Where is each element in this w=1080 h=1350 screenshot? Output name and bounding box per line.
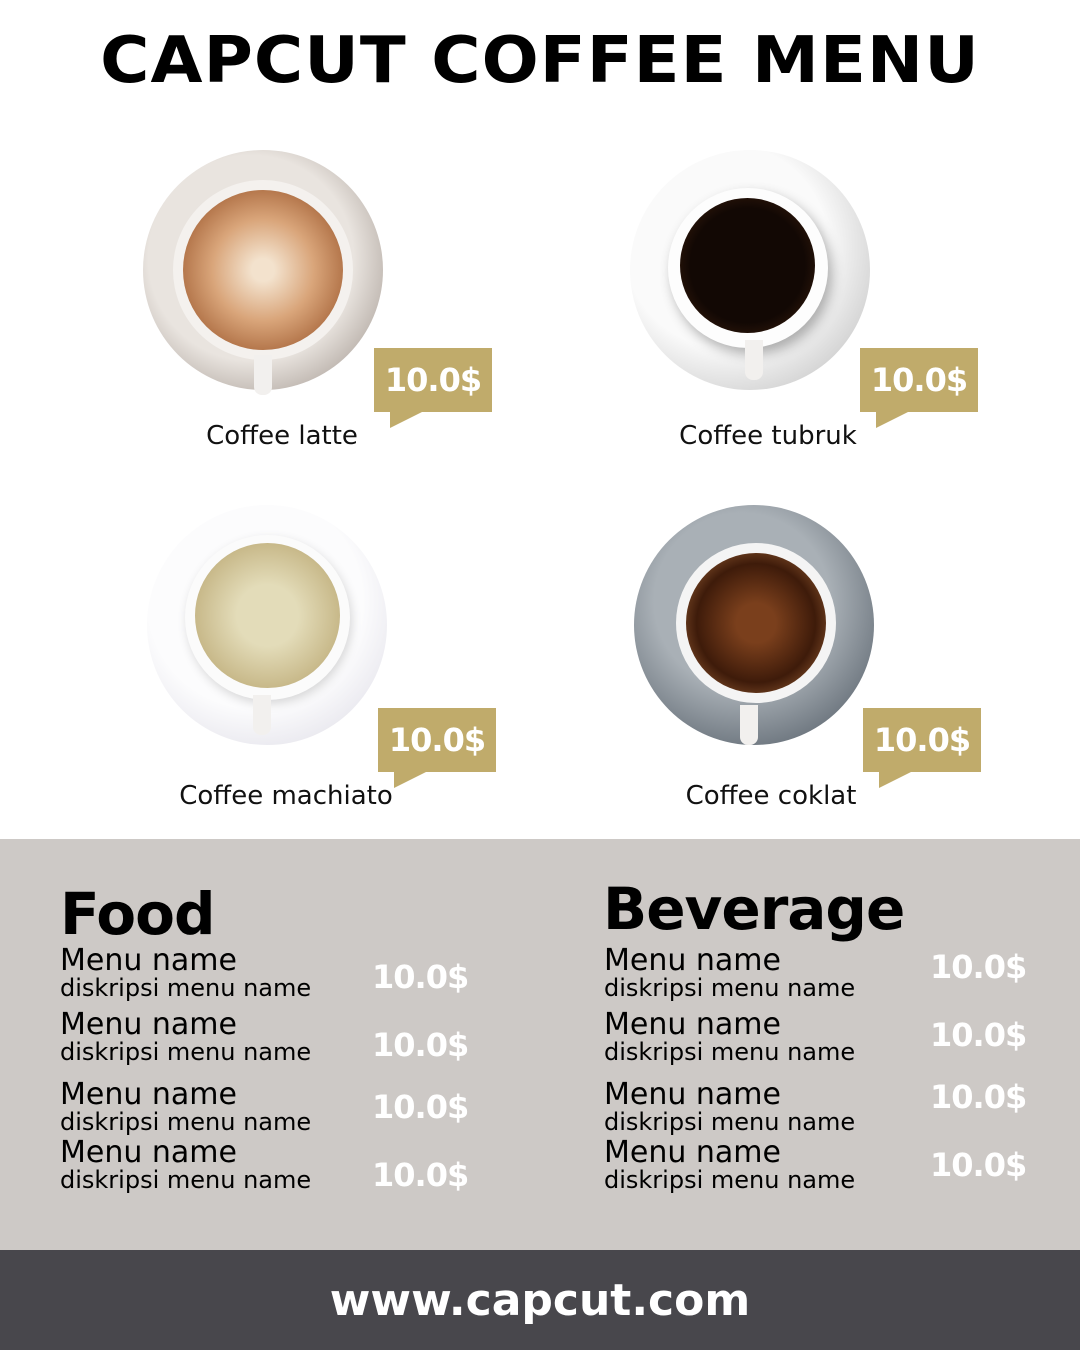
- menu-item-price: 10.0$: [930, 1078, 1027, 1116]
- price-tag: 10.0$: [860, 348, 978, 428]
- menu-item-name: Menu name: [60, 943, 237, 978]
- menu-item-price: 10.0$: [372, 1088, 469, 1126]
- menu-item-price: 10.0$: [372, 1156, 469, 1194]
- menu-item-name: Menu name: [604, 943, 781, 978]
- menu-item-description: diskripsi menu name: [604, 1108, 856, 1136]
- coffee-latte-image: [143, 150, 383, 395]
- coffee-name: Coffee tubruk: [679, 421, 857, 451]
- coffee-name: Coffee latte: [206, 421, 358, 451]
- menu-item-description: diskripsi menu name: [604, 1166, 856, 1194]
- price-tag: 10.0$: [863, 708, 981, 788]
- food-heading: Food: [60, 880, 215, 948]
- menu-item-price: 10.0$: [372, 1026, 469, 1064]
- menu-item-description: diskripsi menu name: [604, 1038, 856, 1066]
- coffee-name: Coffee machiato: [179, 781, 393, 811]
- coffee-name: Coffee coklat: [685, 781, 857, 811]
- menu-item-description: diskripsi menu name: [60, 1108, 312, 1136]
- menu-item-price: 10.0$: [930, 1016, 1027, 1054]
- coffee-machiato-image: [147, 505, 387, 745]
- menu-item-name: Menu name: [604, 1007, 781, 1042]
- page-title: CAPCUT COFFEE MENU: [100, 24, 980, 98]
- beverage-heading: Beverage: [603, 875, 905, 943]
- menu-item-description: diskripsi menu name: [604, 974, 856, 1002]
- menu-item-name: Menu name: [60, 1077, 237, 1112]
- menu-item-name: Menu name: [604, 1077, 781, 1112]
- menu-item-name: Menu name: [604, 1135, 781, 1170]
- menu-item-description: diskripsi menu name: [60, 1166, 312, 1194]
- price-tag: 10.0$: [378, 708, 496, 788]
- menu-item-name: Menu name: [60, 1007, 237, 1042]
- website-url[interactable]: www.capcut.com: [0, 1250, 1080, 1350]
- price-tag: 10.0$: [374, 348, 492, 428]
- coffee-tubruk-image: [630, 150, 870, 390]
- menu-item-price: 10.0$: [930, 948, 1027, 986]
- menu-item-price: 10.0$: [930, 1146, 1027, 1184]
- menu-item-price: 10.0$: [372, 958, 469, 996]
- menu-item-description: diskripsi menu name: [60, 1038, 312, 1066]
- coffee-coklat-image: [634, 505, 874, 745]
- menu-item-description: diskripsi menu name: [60, 974, 312, 1002]
- menu-item-name: Menu name: [60, 1135, 237, 1170]
- menu-panel: [0, 839, 1080, 1250]
